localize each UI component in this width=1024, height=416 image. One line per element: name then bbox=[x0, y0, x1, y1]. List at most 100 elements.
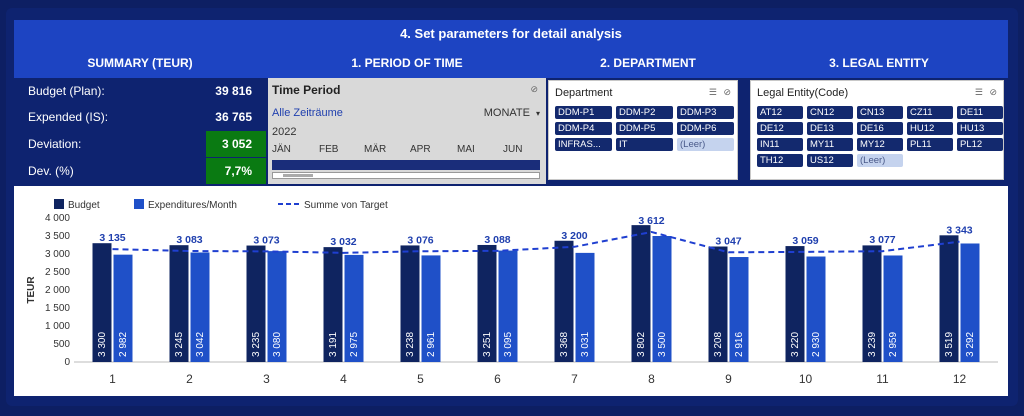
legal-entity-item[interactable]: CN12 bbox=[807, 106, 853, 119]
department-title: Department bbox=[555, 87, 613, 99]
legal-entity-item[interactable]: DE16 bbox=[857, 122, 903, 135]
department-item[interactable]: DDM-P6 bbox=[677, 122, 734, 135]
legal-entity-item[interactable]: CN13 bbox=[857, 106, 903, 119]
x-tick-label: 5 bbox=[417, 372, 424, 386]
expenditures-bar bbox=[113, 254, 133, 362]
legal-entity-item[interactable]: PL12 bbox=[957, 138, 1003, 151]
expenditures-value-label: 3 042 bbox=[195, 332, 206, 357]
multi-select-icon[interactable]: ☰ bbox=[974, 87, 983, 97]
legal-entity-title: Legal Entity(Code) bbox=[757, 87, 849, 99]
x-tick-label: 7 bbox=[571, 372, 578, 386]
expenditures-bar bbox=[421, 255, 441, 362]
budget-bar bbox=[939, 235, 959, 362]
summary-value: 7,7% bbox=[224, 164, 252, 178]
clear-filter-icon[interactable]: ⊘ bbox=[989, 87, 997, 97]
legal-entity-item[interactable]: IN11 bbox=[757, 138, 803, 151]
time-period-slicer[interactable]: Time Period ⊘ Alle Zeiträume MONATE ▾ 20… bbox=[268, 78, 546, 184]
expenditures-bar bbox=[344, 254, 364, 362]
target-line bbox=[112, 230, 960, 254]
y-tick-label: 1 500 bbox=[45, 303, 70, 314]
budget-value-label: 3 300 bbox=[97, 332, 108, 357]
budget-value-label: 3 235 bbox=[251, 332, 262, 357]
legal-entity-item[interactable]: MY11 bbox=[807, 138, 853, 151]
department-item[interactable]: (Leer) bbox=[677, 138, 734, 151]
expenditures-value-label: 3 095 bbox=[503, 332, 514, 357]
budget-bar bbox=[400, 245, 420, 362]
summary-panel: Budget (Plan): 39 816 Expended (IS): 36 … bbox=[14, 78, 266, 184]
legal-entity-item[interactable]: PL11 bbox=[907, 138, 953, 151]
clear-filter-icon[interactable]: ⊘ bbox=[723, 87, 731, 97]
chevron-down-icon[interactable]: ▾ bbox=[535, 109, 540, 118]
budget-bar bbox=[246, 245, 266, 362]
legal-entity-item[interactable]: AT12 bbox=[757, 106, 803, 119]
legal-entity-item[interactable]: TH12 bbox=[757, 154, 803, 167]
legal-entity-item[interactable]: HU12 bbox=[907, 122, 953, 135]
month-label[interactable]: APR bbox=[410, 144, 431, 155]
department-item[interactable]: IT bbox=[616, 138, 673, 151]
month-label[interactable]: MÄR bbox=[364, 144, 387, 155]
expenditures-value-label: 2 982 bbox=[118, 332, 129, 357]
expenditures-value-label: 3 080 bbox=[272, 332, 283, 357]
page-title: 4. Set parameters for detail analysis bbox=[400, 26, 622, 41]
department-item[interactable]: DDM-P5 bbox=[616, 122, 673, 135]
legal-entity-item[interactable]: DE12 bbox=[757, 122, 803, 135]
section-period-title: 1. PERIOD OF TIME bbox=[351, 56, 463, 70]
expenditures-value-label: 2 916 bbox=[734, 332, 745, 357]
budget-bar bbox=[785, 246, 805, 362]
expenditures-bar bbox=[806, 256, 826, 362]
clear-filter-icon[interactable]: ⊘ bbox=[530, 84, 538, 94]
legend-swatch bbox=[54, 199, 64, 209]
budget-value-label: 3 208 bbox=[713, 332, 724, 357]
legal-entity-item[interactable]: US12 bbox=[807, 154, 853, 167]
month-label[interactable]: FEB bbox=[319, 144, 339, 155]
expenditures-value-label: 2 959 bbox=[888, 332, 899, 357]
budget-value-label: 3 245 bbox=[174, 332, 185, 357]
summary-row-deviation: Deviation: 3 052 bbox=[14, 131, 266, 157]
target-value-label: 3 083 bbox=[176, 234, 202, 246]
expenditures-bar bbox=[267, 251, 287, 362]
budget-bar bbox=[477, 244, 497, 362]
legal-entity-item[interactable]: DE11 bbox=[957, 106, 1003, 119]
month-label[interactable]: JUN bbox=[503, 144, 523, 155]
summary-value: 36 765 bbox=[215, 110, 252, 124]
legal-entity-item[interactable]: MY12 bbox=[857, 138, 903, 151]
x-tick-label: 8 bbox=[648, 372, 655, 386]
target-value-label: 3 612 bbox=[638, 215, 664, 227]
department-item[interactable]: DDM-P4 bbox=[555, 122, 612, 135]
month-label[interactable]: MAI bbox=[457, 144, 475, 155]
budget-bar bbox=[631, 225, 651, 362]
legal-entity-item[interactable]: HU13 bbox=[957, 122, 1003, 135]
department-item[interactable]: DDM-P3 bbox=[677, 106, 734, 119]
all-periods-label[interactable]: Alle Zeiträume bbox=[272, 107, 343, 119]
budget-bar bbox=[862, 245, 882, 362]
timeline-selection-bar[interactable] bbox=[272, 160, 540, 170]
legal-entity-item[interactable]: DE13 bbox=[807, 122, 853, 135]
summary-label: Deviation: bbox=[28, 137, 82, 151]
y-tick-label: 2 000 bbox=[45, 285, 70, 296]
summary-row-expended: Expended (IS): 36 765 bbox=[14, 104, 266, 130]
department-item[interactable]: INFRAS... bbox=[555, 138, 612, 151]
legal-entity-item[interactable]: CZ11 bbox=[907, 106, 953, 119]
target-value-label: 3 059 bbox=[792, 235, 818, 247]
target-value-label: 3 047 bbox=[715, 235, 741, 247]
department-slicer: Department ☰ ⊘ DDM-P1 DDM-P2 DDM-P3 DDM-P4 D… bbox=[548, 80, 738, 180]
section-summary-title: SUMMARY (TEUR) bbox=[87, 56, 193, 70]
scroll-thumb[interactable] bbox=[283, 174, 313, 177]
x-tick-label: 12 bbox=[953, 372, 967, 386]
department-item[interactable]: DDM-P1 bbox=[555, 106, 612, 119]
month-label[interactable]: JÄN bbox=[272, 144, 291, 155]
parameter-header: 4. Set parameters for detail analysis SU… bbox=[14, 20, 1008, 78]
granularity-dropdown[interactable]: MONATE bbox=[483, 107, 530, 119]
timeline-scrollbar[interactable] bbox=[272, 172, 540, 179]
y-axis-label: TEUR bbox=[26, 276, 37, 304]
expenditures-bar bbox=[575, 252, 595, 362]
month-labels: JÄN FEB MÄR APR MAI JUN bbox=[272, 144, 540, 156]
department-item[interactable]: DDM-P2 bbox=[616, 106, 673, 119]
legal-entity-item[interactable]: (Leer) bbox=[857, 154, 903, 167]
chart-canvas: 0 500 1 000 1 500 2 000 2 500 3 000 3 500 4 000 T… bbox=[26, 199, 998, 386]
section-department-title: 2. DEPARTMENT bbox=[600, 56, 696, 70]
multi-select-icon[interactable]: ☰ bbox=[708, 87, 717, 97]
budget-bar bbox=[169, 245, 189, 362]
target-value-label: 3 200 bbox=[561, 230, 587, 242]
y-tick-label: 1 000 bbox=[45, 321, 70, 332]
